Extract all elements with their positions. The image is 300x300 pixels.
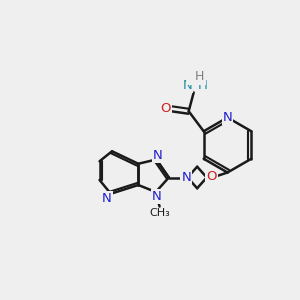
Text: N: N [152,190,162,203]
Text: H: H [188,70,205,83]
Text: O: O [160,102,171,115]
Text: O: O [206,170,217,183]
Text: N: N [223,111,232,124]
Text: N: N [183,79,192,92]
Text: N: N [102,192,112,205]
Text: H: H [197,79,207,92]
Text: N: N [182,171,191,184]
Text: N: N [153,149,162,162]
Text: CH₃: CH₃ [150,208,170,218]
